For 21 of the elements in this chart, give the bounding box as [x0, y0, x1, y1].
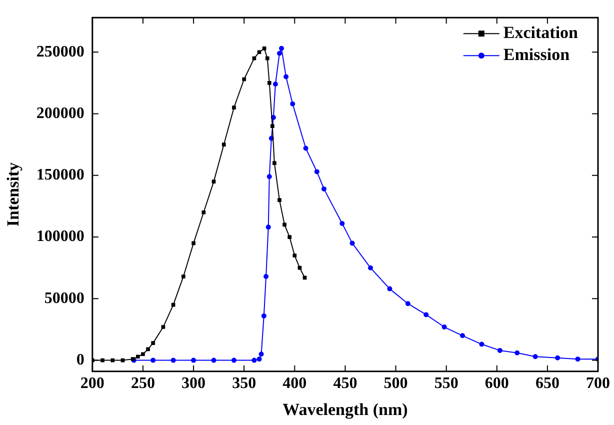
x-axis-title: Wavelength (nm): [282, 400, 408, 420]
x-tick-label: 650: [535, 375, 560, 392]
y-tick-label: 100000: [36, 228, 84, 246]
y-tick-label: 200000: [36, 104, 84, 122]
y-tick-label: 50000: [44, 290, 84, 307]
x-tick-label: 300: [182, 375, 206, 392]
legend-label: Emission: [503, 44, 570, 64]
x-tick-label: 700: [586, 375, 610, 392]
x-tick-label: 200: [80, 375, 104, 392]
y-tick-label: 150000: [36, 166, 84, 184]
x-tick-label: 400: [282, 375, 307, 392]
x-tick-label: 350: [232, 375, 256, 392]
x-tick-label: 500: [384, 375, 408, 392]
y-tick-label: 0: [76, 351, 84, 368]
x-tick-label: 250: [130, 375, 155, 392]
y-axis-title: Intensity: [4, 162, 23, 227]
x-tick-label: 550: [434, 375, 458, 392]
x-tick-label: 450: [333, 375, 358, 392]
x-tick-label: 600: [484, 375, 509, 392]
legend-label: Excitation: [503, 22, 579, 42]
y-tick-label: 250000: [36, 43, 84, 60]
